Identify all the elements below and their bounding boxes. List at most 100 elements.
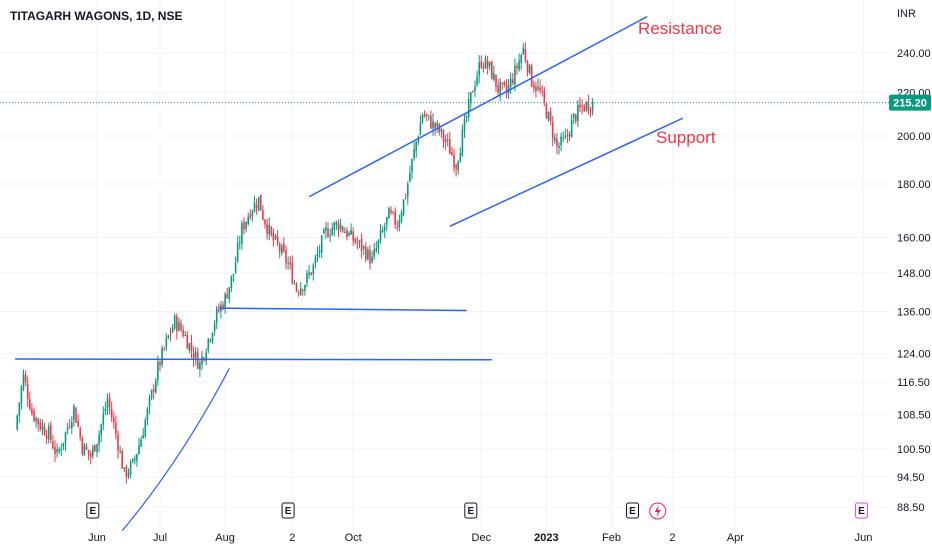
candle-body bbox=[518, 60, 520, 70]
resistance-line bbox=[308, 15, 648, 198]
candle-body bbox=[449, 139, 451, 155]
candle-body bbox=[207, 338, 210, 351]
candle-body bbox=[402, 199, 405, 215]
candle-body bbox=[348, 232, 350, 236]
candle-body bbox=[423, 114, 426, 117]
candle-body bbox=[142, 435, 144, 439]
candle-body bbox=[77, 421, 79, 427]
candle-body bbox=[583, 105, 585, 112]
candle-body bbox=[257, 196, 260, 211]
candle-body bbox=[161, 348, 163, 365]
candle-body bbox=[404, 197, 407, 199]
candle-body bbox=[60, 449, 63, 451]
earnings-marker-box bbox=[464, 502, 478, 519]
candle-body bbox=[572, 113, 575, 119]
candle-body bbox=[392, 211, 394, 213]
last-price-badge: 215.20 bbox=[889, 94, 931, 111]
candle-body bbox=[106, 399, 109, 408]
candle-body bbox=[505, 86, 508, 93]
candle-body bbox=[140, 439, 142, 447]
candle-body bbox=[98, 434, 100, 445]
parabolic-curve bbox=[121, 368, 230, 532]
candle-body bbox=[299, 288, 302, 295]
y-tick-label: 136.00 bbox=[897, 306, 931, 318]
candle-body bbox=[493, 73, 495, 81]
candle-body bbox=[285, 250, 287, 263]
earnings-marker-label: E bbox=[858, 506, 865, 517]
candle-body bbox=[81, 437, 84, 454]
candle-body bbox=[514, 65, 516, 85]
earnings-marker-label: E bbox=[89, 506, 96, 517]
candle-body bbox=[533, 84, 535, 89]
candle-body bbox=[488, 62, 491, 67]
candle-body bbox=[341, 226, 344, 232]
candle-body bbox=[491, 61, 493, 79]
candle-body bbox=[94, 445, 96, 452]
candle-body bbox=[37, 418, 39, 425]
candle-body bbox=[16, 415, 18, 429]
candle-body bbox=[413, 149, 415, 158]
candle-body bbox=[335, 222, 338, 225]
candle-body bbox=[127, 473, 130, 476]
candle-body bbox=[281, 245, 283, 254]
candle-body bbox=[575, 114, 577, 122]
candle-body bbox=[337, 223, 340, 230]
last-price-label: 215.20 bbox=[893, 98, 927, 110]
candle-body bbox=[398, 220, 401, 227]
candle-body bbox=[564, 135, 567, 138]
candle-body bbox=[482, 66, 485, 69]
candle-body bbox=[197, 352, 199, 369]
candle-body bbox=[495, 74, 497, 87]
candle-body bbox=[346, 230, 348, 238]
candle-body bbox=[407, 183, 409, 197]
candle-body bbox=[535, 86, 537, 92]
candle-body bbox=[316, 253, 319, 257]
candle-body bbox=[526, 61, 529, 73]
candle-body bbox=[278, 244, 281, 251]
y-tick-label: 94.50 bbox=[897, 472, 925, 484]
lightning-icon bbox=[654, 505, 661, 517]
candle-body bbox=[320, 235, 323, 253]
candle-body bbox=[96, 444, 98, 453]
candle-body bbox=[108, 397, 111, 408]
candle-body bbox=[354, 238, 357, 243]
candle-body bbox=[224, 293, 226, 308]
earnings-marker-label: E bbox=[467, 506, 474, 517]
earnings-marker-box bbox=[626, 502, 639, 519]
candle-body bbox=[83, 444, 86, 456]
candle-body bbox=[554, 137, 556, 141]
candle-body bbox=[400, 212, 403, 222]
candle-body bbox=[35, 417, 37, 422]
candle-body bbox=[54, 447, 56, 454]
candle-body bbox=[360, 238, 363, 251]
candle-body bbox=[264, 219, 266, 225]
candle-body bbox=[560, 136, 562, 146]
candle-body bbox=[165, 337, 168, 347]
annotations: Resistance Support bbox=[638, 19, 722, 147]
candle-body bbox=[152, 388, 155, 392]
candle-body bbox=[390, 209, 392, 213]
candle-body bbox=[138, 445, 140, 454]
candle-body bbox=[394, 211, 396, 225]
candle-body bbox=[100, 424, 102, 435]
candle-body bbox=[247, 216, 249, 224]
candle-body bbox=[150, 389, 153, 399]
candle-body bbox=[121, 451, 123, 469]
candle-body bbox=[262, 210, 264, 220]
candle-body bbox=[232, 273, 235, 276]
candle-body bbox=[236, 243, 239, 262]
candle-body bbox=[291, 263, 294, 284]
candle-body bbox=[507, 85, 510, 94]
candle-body bbox=[325, 227, 327, 231]
candle-body bbox=[318, 250, 321, 252]
x-axis: Jun Jul Aug 2 Oct Dec 2023 Feb 2 Apr Jun bbox=[88, 532, 872, 544]
horizontal-support-123 bbox=[15, 358, 492, 361]
candle-body bbox=[253, 202, 256, 212]
candle-body bbox=[476, 76, 478, 85]
x-tick-label: Dec bbox=[472, 532, 492, 544]
trendlines bbox=[15, 15, 684, 532]
candle-body bbox=[228, 287, 231, 300]
candle-body bbox=[350, 230, 352, 235]
candle-body bbox=[333, 222, 336, 230]
